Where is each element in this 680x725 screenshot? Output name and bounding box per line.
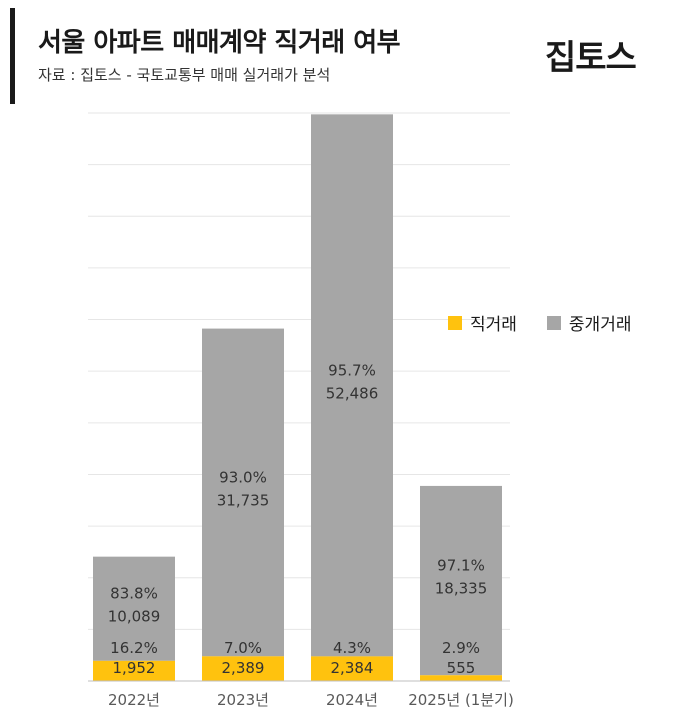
bar-direct-3 bbox=[420, 675, 502, 681]
data-label-direct-value: 2,384 bbox=[331, 659, 374, 677]
legend-item-broker: 중개거래 bbox=[546, 310, 632, 335]
data-label-broker-percent: 93.0% bbox=[219, 468, 267, 486]
x-tick-label: 2022년 bbox=[108, 691, 160, 709]
bar-broker-3 bbox=[420, 485, 502, 676]
title-accent-bar bbox=[10, 8, 15, 104]
bar-broker-2 bbox=[311, 114, 393, 657]
x-tick-label: 2023년 bbox=[217, 691, 269, 709]
legend-swatch-direct bbox=[448, 315, 462, 330]
data-label-broker-value: 10,089 bbox=[108, 608, 161, 626]
x-tick-label: 2024년 bbox=[326, 691, 378, 709]
data-label-direct-value: 1,952 bbox=[113, 659, 156, 677]
data-label-broker-percent: 97.1% bbox=[437, 557, 485, 575]
bar-direct-1 bbox=[202, 656, 284, 681]
x-tick-label: 2025년 (1분기) bbox=[408, 691, 514, 709]
legend-label-broker: 중개거래 bbox=[568, 315, 632, 335]
bar-direct-0 bbox=[93, 660, 175, 681]
legend: 직거래 중개거래 bbox=[448, 310, 631, 335]
data-label-broker-percent: 95.7% bbox=[328, 361, 376, 379]
brand-logo: 집토스 bbox=[545, 38, 637, 78]
data-label-broker-percent: 83.8% bbox=[110, 585, 158, 603]
data-label-broker-value: 31,735 bbox=[217, 491, 270, 509]
data-label-broker-value: 52,486 bbox=[326, 384, 379, 402]
data-label-direct-percent: 4.3% bbox=[333, 639, 371, 657]
data-label-direct-percent: 16.2% bbox=[110, 639, 158, 657]
data-label-direct-percent: 2.9% bbox=[442, 639, 480, 657]
data-label-direct-percent: 7.0% bbox=[224, 639, 262, 657]
data-label-broker-value: 18,335 bbox=[435, 580, 488, 598]
legend-swatch-broker bbox=[546, 315, 561, 330]
chart-subtitle: 자료 : 집토스 - 국토교통부 매매 실거래가 분석 bbox=[38, 66, 331, 84]
chart-title: 서울 아파트 매매계약 직거래 여부 bbox=[38, 28, 401, 58]
legend-label-direct: 직거래 bbox=[470, 315, 517, 335]
bar-direct-2 bbox=[311, 656, 393, 681]
bar-broker-0 bbox=[93, 556, 175, 661]
bar-broker-1 bbox=[202, 328, 284, 657]
data-label-direct-value: 2,389 bbox=[222, 659, 265, 677]
legend-item-direct: 직거래 bbox=[448, 310, 517, 335]
data-label-direct-value: 555 bbox=[447, 659, 476, 677]
